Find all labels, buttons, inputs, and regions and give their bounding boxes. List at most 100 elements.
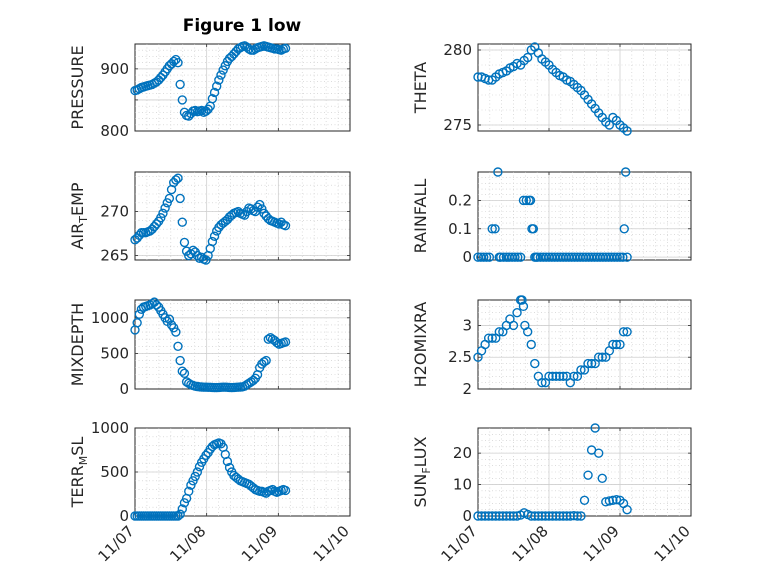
data-point bbox=[259, 357, 269, 367]
data-point bbox=[590, 423, 600, 433]
data-point bbox=[611, 339, 622, 350]
data-point bbox=[615, 252, 625, 262]
data-point bbox=[528, 224, 539, 234]
data-point bbox=[164, 314, 175, 324]
data-point bbox=[558, 371, 568, 381]
data-point bbox=[224, 462, 235, 473]
y-tick-label: 900 bbox=[100, 60, 129, 78]
subplot-rainfall: 0 0.1 0.2 RAINFALL bbox=[411, 167, 692, 266]
subplot-h2omixra: 2 2.5 3 H2OMIXRA bbox=[411, 295, 692, 398]
data-point bbox=[526, 339, 536, 350]
data-point bbox=[572, 511, 583, 521]
data-point bbox=[513, 252, 523, 262]
data-point bbox=[594, 352, 604, 362]
data-point bbox=[544, 511, 554, 521]
data-point bbox=[523, 327, 533, 337]
subplot-pressure: 800 900 PRESSURE bbox=[68, 41, 351, 140]
data-point bbox=[576, 365, 586, 375]
data-point bbox=[218, 65, 228, 75]
data-point bbox=[558, 511, 568, 521]
data-point bbox=[476, 511, 487, 521]
data-point bbox=[179, 237, 190, 248]
x-tick-label: 11/09 bbox=[238, 522, 281, 565]
y-tick-label: 2.5 bbox=[448, 348, 472, 366]
y-axis-label: PRESSURE bbox=[68, 45, 87, 129]
data-point bbox=[586, 358, 597, 369]
data-point bbox=[216, 70, 226, 80]
data-point bbox=[569, 510, 579, 521]
subplot-theta: 275 280 THETA bbox=[411, 41, 692, 136]
x-tick-label: 11/10 bbox=[310, 522, 353, 565]
y-tick-label: 275 bbox=[443, 116, 472, 134]
data-point bbox=[207, 93, 218, 104]
data-point bbox=[530, 358, 540, 369]
data-point bbox=[565, 511, 575, 521]
x-tick-label: 11/07 bbox=[95, 522, 138, 565]
data-point bbox=[252, 202, 263, 212]
data-point bbox=[618, 252, 628, 262]
data-point bbox=[576, 511, 586, 521]
data-point bbox=[280, 337, 291, 347]
data-point bbox=[547, 371, 558, 381]
y-axis-label: AIRTEMP bbox=[68, 182, 90, 249]
data-point bbox=[554, 511, 565, 521]
data-point bbox=[194, 462, 205, 472]
data-point bbox=[484, 252, 495, 262]
data-series bbox=[473, 295, 632, 388]
data-point bbox=[483, 333, 494, 343]
data-point bbox=[160, 203, 170, 213]
data-point bbox=[517, 295, 527, 305]
data-point bbox=[184, 486, 194, 497]
data-point bbox=[280, 485, 291, 496]
data-point bbox=[604, 120, 615, 130]
data-series bbox=[473, 167, 632, 262]
data-point bbox=[207, 236, 218, 247]
data-point bbox=[569, 371, 579, 381]
data-point bbox=[175, 79, 185, 90]
data-point bbox=[164, 193, 175, 204]
y-axis-label: TERRMSL bbox=[68, 437, 90, 509]
y-tick-label: 3 bbox=[462, 316, 472, 334]
data-point bbox=[132, 318, 142, 328]
data-point bbox=[611, 494, 622, 505]
data-point bbox=[173, 341, 183, 351]
data-point bbox=[512, 308, 522, 318]
data-point bbox=[597, 473, 607, 483]
y-tick-label: 0 bbox=[462, 248, 472, 266]
data-point bbox=[478, 252, 489, 262]
y-tick-label: 500 bbox=[100, 463, 129, 481]
y-tick-label: 1000 bbox=[91, 419, 129, 437]
data-point bbox=[622, 327, 632, 337]
data-point bbox=[530, 511, 540, 521]
data-point bbox=[134, 309, 145, 319]
data-point bbox=[487, 511, 497, 521]
data-point bbox=[201, 450, 211, 460]
data-point bbox=[551, 511, 561, 521]
data-point bbox=[612, 252, 622, 262]
data-series bbox=[130, 173, 291, 265]
data-point bbox=[201, 255, 211, 265]
data-point bbox=[622, 252, 632, 262]
data-point bbox=[518, 195, 529, 206]
data-point bbox=[604, 496, 615, 506]
data-point bbox=[175, 355, 185, 366]
data-point bbox=[494, 511, 504, 521]
data-series bbox=[130, 297, 291, 393]
data-point bbox=[608, 339, 618, 350]
data-point bbox=[544, 371, 554, 381]
data-point bbox=[171, 327, 181, 337]
data-point bbox=[173, 173, 183, 183]
data-point bbox=[158, 208, 168, 219]
data-point bbox=[554, 371, 565, 381]
data-point bbox=[162, 198, 172, 208]
x-tick-label: 11/08 bbox=[166, 522, 209, 565]
data-point bbox=[508, 511, 519, 521]
data-point bbox=[280, 220, 291, 231]
data-point bbox=[510, 252, 520, 262]
data-point bbox=[537, 377, 547, 388]
subplot-air-temp: 265 270 AIRTEMP bbox=[68, 171, 351, 265]
data-point bbox=[481, 252, 492, 262]
data-point bbox=[257, 204, 267, 214]
data-point bbox=[209, 231, 220, 241]
